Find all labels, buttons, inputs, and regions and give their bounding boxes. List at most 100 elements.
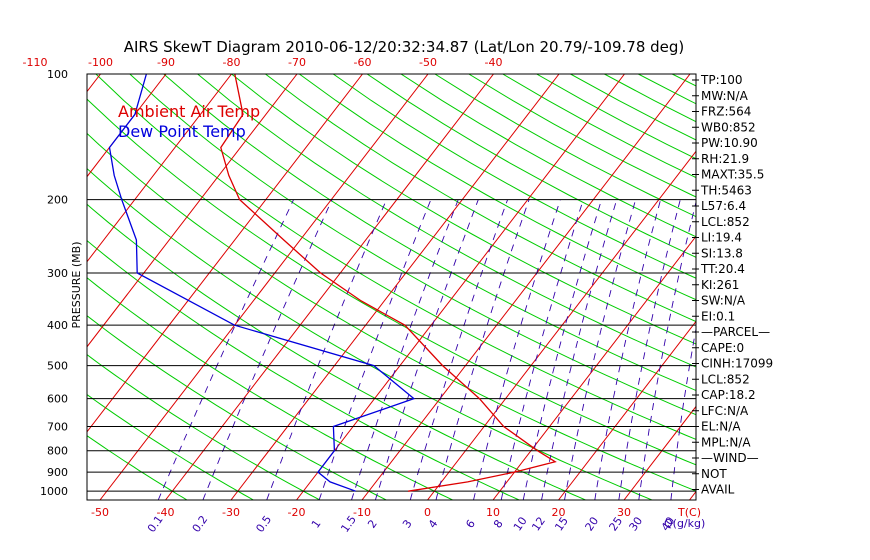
dry-adiabat-line	[87, 393, 254, 500]
index-item: CINH:17099	[701, 357, 773, 371]
legend-temperature: Ambient Air Temp	[118, 102, 260, 121]
mixing-ratio-line	[202, 199, 333, 500]
index-item: MPL:N/A	[701, 435, 751, 449]
index-item: EL:N/A	[701, 420, 741, 434]
index-item: L57:6.4	[701, 199, 746, 213]
mixing-ratio-line	[618, 199, 681, 500]
index-item: TP:100	[700, 73, 743, 87]
pressure-tick-label: 800	[47, 445, 68, 458]
dry-adiabat-line	[163, 74, 696, 392]
bottom-temperature-tick-label: 0	[424, 506, 431, 519]
mixing-ratio-line	[351, 199, 459, 500]
index-item: KI:261	[701, 278, 739, 292]
dry-adiabat-line	[95, 74, 696, 440]
isotherm-line	[87, 74, 232, 263]
mixing-ratio-tick-label: 10	[511, 515, 530, 534]
mixing-ratio-line	[374, 199, 479, 500]
pressure-tick-label: 1000	[40, 485, 68, 498]
index-item: LCL:852	[701, 372, 750, 386]
mixing-ratio-line	[435, 199, 530, 500]
chart-legend: Ambient Air Temp Dew Point Temp	[118, 102, 260, 141]
temperature-profile-line	[220, 74, 557, 492]
dry-adiabat-line	[87, 435, 188, 500]
index-item: WB0:852	[701, 120, 756, 134]
isobar-lines	[87, 74, 696, 492]
isotherm-line	[755, 74, 870, 500]
index-item: PW:10.90	[701, 136, 758, 150]
isotherm-line	[361, 74, 691, 500]
index-item: EI:0.1	[701, 309, 735, 323]
isotherm-line	[99, 74, 429, 500]
mixing-ratio-line	[594, 199, 662, 500]
pressure-tick-label: 700	[47, 421, 68, 434]
top-temperature-tick-label: -40	[485, 56, 503, 69]
index-item: CAPE:0	[701, 341, 744, 355]
bottom-temperature-tick-label: -50	[91, 506, 109, 519]
index-item: TH:5463	[700, 183, 752, 197]
mixing-ratio-tick-label: 12	[529, 515, 548, 534]
index-item: LI:19.4	[701, 231, 742, 245]
top-temperature-tick-label: -50	[419, 56, 437, 69]
mixing-ratio-lines	[157, 199, 696, 500]
index-item: CAP:18.2	[701, 388, 756, 402]
bottom-temperature-tick-label: 20	[552, 506, 566, 519]
pressure-tick-label: 600	[47, 393, 68, 406]
mixing-ratio-line	[564, 199, 637, 500]
dry-adiabat-line	[197, 74, 696, 368]
index-item: TT:20.4	[700, 262, 745, 276]
mixing-ratio-line	[473, 199, 561, 500]
isotherm-line	[0, 74, 35, 500]
top-temperature-tick-label: -70	[288, 56, 306, 69]
top-temperature-tick-label: -90	[157, 56, 175, 69]
dry-adiabat-lines	[87, 74, 696, 500]
pressure-tick-label: 900	[47, 466, 68, 479]
mixing-ratio-tick-label: 4	[426, 517, 441, 530]
bottom-temperature-ticks: -50 -40 -30 -20 -10 0 10 20 30	[91, 506, 631, 519]
dry-adiabat-line	[129, 74, 696, 416]
dry-adiabat-line	[332, 74, 696, 279]
mixing-ratio-tick-label: 1	[309, 517, 324, 530]
index-item: FRZ:564	[701, 105, 751, 119]
dry-adiabat-line	[87, 240, 520, 500]
top-temperature-tick-label: -100	[88, 56, 113, 69]
mixing-ratio-line	[522, 199, 602, 500]
y-axis-label: PRESSURE (MB)	[70, 242, 83, 329]
dry-adiabat-line	[299, 74, 696, 301]
dry-adiabat-line	[87, 98, 696, 466]
chart-title: AIRS SkewT Diagram 2010-06-12/20:32:34.8…	[124, 38, 685, 56]
mixing-ratio-tick-label: 6	[463, 517, 478, 530]
isotherm-line	[87, 74, 101, 93]
sounding-series	[108, 74, 557, 492]
dry-adiabat-line	[87, 167, 653, 500]
pressure-tick-label: 500	[47, 360, 68, 373]
mixing-ratio-unit-label: Q(g/kg)	[664, 517, 705, 530]
bottom-temperature-tick-label: -10	[353, 506, 371, 519]
mixing-ratio-line	[409, 199, 509, 500]
index-item: SW:N/A	[701, 294, 746, 308]
dry-adiabat-line	[231, 74, 696, 345]
mixing-ratio-tick-label: 20	[583, 515, 602, 534]
bottom-temperature-tick-label: -30	[222, 506, 240, 519]
isotherm-line	[492, 235, 696, 500]
bottom-temperature-tick-label: 30	[617, 506, 631, 519]
index-item: LCL:852	[701, 215, 750, 229]
dry-adiabat-line	[468, 74, 696, 198]
top-temperature-tick-label: -80	[223, 56, 241, 69]
mixing-ratio-line	[318, 199, 432, 500]
mixing-ratio-line	[638, 200, 696, 500]
index-item: —WIND—	[701, 451, 759, 465]
pressure-tick-label: 200	[47, 194, 68, 207]
mixing-ratio-tick-label: 0.2	[190, 513, 211, 535]
mixing-ratio-line	[157, 199, 295, 500]
temperature-unit-label: T(C)	[677, 506, 701, 519]
isotherm-line	[623, 405, 696, 500]
plot-area	[0, 74, 870, 500]
index-item: MW:N/A	[701, 89, 749, 103]
dry-adiabat-line	[502, 74, 696, 179]
bottom-temperature-tick-label: 10	[486, 506, 500, 519]
isotherm-line	[296, 74, 625, 500]
mixing-ratio-line	[670, 326, 696, 500]
mixing-ratio-line	[266, 199, 387, 500]
isotherm-line	[87, 74, 298, 348]
top-temperature-tick-label: -60	[354, 56, 372, 69]
